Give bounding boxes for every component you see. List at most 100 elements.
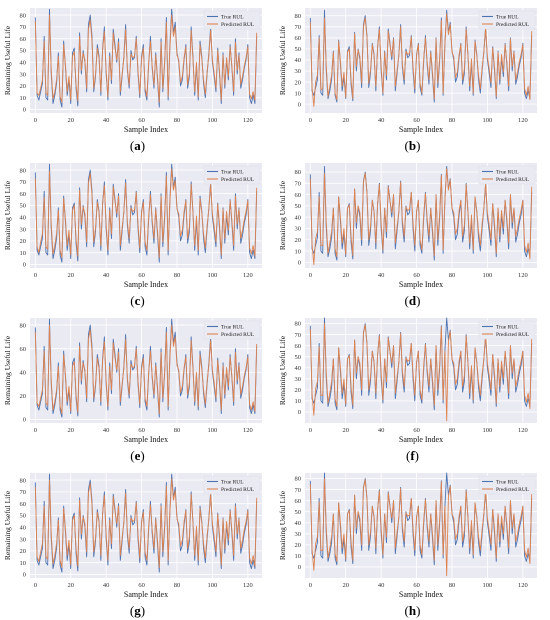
y-tick-label: 0 (298, 409, 301, 416)
y-tick-label: 10 (20, 95, 27, 102)
legend-label: Predicted RUL (496, 487, 530, 493)
chart-panel-h: 0 20 40 60 80 100 120 0 10 20 30 40 50 60 70 80 Sample I… (275, 465, 550, 620)
x-tick-label: 60 (413, 272, 420, 279)
y-tick-label: 40 (20, 214, 27, 221)
y-tick-label: 70 (295, 24, 302, 31)
x-tick-label: 100 (208, 427, 218, 434)
x-tick-label: 60 (413, 427, 420, 434)
y-axis-label: Remaining Useful Life (3, 490, 12, 560)
y-tick-label: 20 (295, 387, 302, 394)
caption-paren-open: ( (404, 293, 409, 308)
y-tick-label: 0 (23, 572, 26, 579)
y-tick-label: 80 (20, 322, 27, 329)
y-tick-label: 10 (20, 560, 27, 567)
y-tick-label: 30 (295, 226, 302, 233)
panel-caption-c: (c) (0, 293, 275, 309)
caption-letter: g (134, 603, 141, 618)
y-axis-label: Remaining Useful Life (3, 25, 12, 95)
x-tick-label: 80 (449, 117, 456, 124)
y-tick-label: 20 (20, 393, 27, 400)
x-tick-label: 20 (342, 117, 349, 124)
y-tick-label: 70 (295, 181, 302, 188)
x-tick-label: 80 (174, 427, 181, 434)
x-tick-label: 40 (103, 582, 110, 589)
x-tick-label: 80 (174, 117, 181, 124)
y-tick-label: 20 (295, 237, 302, 244)
y-axis-label: Remaining Useful Life (3, 180, 12, 250)
x-tick-label: 20 (342, 582, 349, 589)
x-tick-label: 60 (138, 427, 145, 434)
y-tick-label: 60 (295, 192, 302, 199)
y-tick-label: 50 (295, 509, 302, 516)
y-tick-label: 0 (298, 101, 301, 108)
legend-label: True RUL (221, 325, 244, 331)
x-tick-label: 80 (174, 272, 181, 279)
y-tick-label: 80 (20, 167, 27, 174)
legend-label: Predicted RUL (221, 177, 255, 183)
y-tick-label: 0 (23, 262, 26, 269)
caption-paren-close: ) (140, 603, 146, 618)
y-tick-label: 70 (295, 332, 302, 339)
x-tick-label: 20 (342, 427, 349, 434)
series-line-predicted-rul (34, 14, 258, 103)
x-tick-label: 80 (449, 582, 456, 589)
y-tick-label: 50 (295, 46, 302, 53)
x-tick-label: 20 (67, 117, 74, 124)
y-tick-label: 80 (20, 477, 27, 484)
y-tick-label: 70 (295, 487, 302, 494)
legend-label: True RUL (496, 480, 519, 486)
y-tick-label: 30 (20, 71, 27, 78)
caption-paren-open: ( (405, 448, 411, 463)
y-tick-label: 50 (295, 203, 302, 210)
caption-letter: d (408, 293, 417, 308)
y-tick-label: 60 (20, 36, 27, 43)
x-tick-label: 20 (342, 272, 349, 279)
y-tick-label: 10 (295, 553, 302, 560)
y-tick-label: 40 (295, 57, 302, 64)
panel-caption-f: (f) (275, 448, 550, 464)
caption-paren-close: ) (140, 293, 145, 308)
chart-panel-d: 0 20 40 60 80 100 120 0 10 20 30 40 50 60 70 80 Sample I… (275, 155, 550, 310)
x-tick-label: 120 (243, 117, 253, 124)
caption-letter: e (134, 448, 141, 463)
series-line-predicted-rul (309, 323, 533, 422)
x-axis-label: Sample Index (124, 435, 168, 444)
y-axis-label: Remaining Useful Life (278, 25, 287, 95)
x-tick-label: 40 (103, 117, 110, 124)
x-axis-label: Sample Index (124, 590, 168, 599)
caption-paren-open: ( (404, 603, 409, 618)
y-tick-label: 40 (20, 59, 27, 66)
caption-paren-open: ( (404, 138, 409, 153)
caption-paren-open: ( (129, 603, 135, 618)
y-tick-label: 0 (23, 107, 26, 114)
y-tick-label: 40 (295, 365, 302, 372)
chart-panel-e: 0 20 40 60 80 100 120 0 20 40 60 80 Sample Index Rema… (0, 310, 275, 465)
y-tick-label: 40 (295, 214, 302, 221)
caption-letter: h (408, 603, 417, 618)
x-tick-label: 120 (243, 272, 253, 279)
y-tick-label: 80 (295, 13, 302, 20)
legend-label: Predicted RUL (496, 177, 530, 183)
caption-paren-open: ( (130, 293, 135, 308)
x-tick-label: 40 (378, 582, 385, 589)
x-tick-label: 20 (67, 427, 74, 434)
x-tick-label: 40 (378, 117, 385, 124)
x-tick-label: 100 (208, 582, 218, 589)
panel-caption-b: (b) (275, 138, 550, 154)
y-tick-label: 10 (295, 90, 302, 97)
y-tick-label: 40 (295, 520, 302, 527)
panel-caption-h: (h) (275, 603, 550, 619)
caption-paren-close: ) (416, 603, 421, 618)
x-tick-label: 60 (138, 117, 145, 124)
legend-label: True RUL (221, 170, 244, 176)
caption-letter: a (134, 138, 141, 153)
y-tick-label: 40 (20, 369, 27, 376)
panel-caption-d: (d) (275, 293, 550, 309)
x-axis-label: Sample Index (399, 435, 443, 444)
y-tick-label: 30 (295, 531, 302, 538)
x-tick-label: 40 (378, 427, 385, 434)
y-tick-label: 80 (295, 321, 302, 328)
x-axis-label: Sample Index (399, 280, 443, 289)
y-tick-label: 60 (295, 498, 302, 505)
legend-label: Predicted RUL (221, 487, 255, 493)
